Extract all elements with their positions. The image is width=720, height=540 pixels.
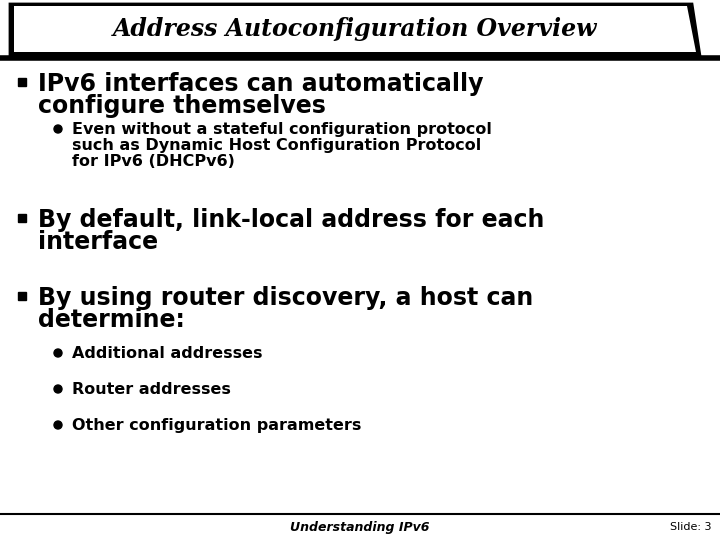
Circle shape <box>54 125 62 133</box>
Circle shape <box>54 349 62 357</box>
Text: interface: interface <box>38 230 158 254</box>
Text: such as Dynamic Host Configuration Protocol: such as Dynamic Host Configuration Proto… <box>72 138 481 153</box>
Text: configure themselves: configure themselves <box>38 94 326 118</box>
Bar <box>18 78 26 86</box>
Text: By default, link-local address for each: By default, link-local address for each <box>38 208 544 232</box>
Circle shape <box>54 421 62 429</box>
Text: Even without a stateful configuration protocol: Even without a stateful configuration pr… <box>72 122 492 137</box>
Text: By using router discovery, a host can: By using router discovery, a host can <box>38 286 534 310</box>
Text: Slide: 3: Slide: 3 <box>670 522 712 532</box>
Text: Understanding IPv6: Understanding IPv6 <box>290 521 430 534</box>
Polygon shape <box>14 6 696 52</box>
Text: Additional addresses: Additional addresses <box>72 346 263 361</box>
Text: Address Autoconfiguration Overview: Address Autoconfiguration Overview <box>113 17 598 41</box>
Bar <box>18 292 26 300</box>
Text: for IPv6 (DHCPv6): for IPv6 (DHCPv6) <box>72 154 235 169</box>
Circle shape <box>54 385 62 393</box>
Text: Router addresses: Router addresses <box>72 382 231 397</box>
Bar <box>18 214 26 222</box>
Text: determine:: determine: <box>38 308 185 332</box>
Text: IPv6 interfaces can automatically: IPv6 interfaces can automatically <box>38 72 484 96</box>
Polygon shape <box>10 4 700 56</box>
Text: Other configuration parameters: Other configuration parameters <box>72 418 361 433</box>
